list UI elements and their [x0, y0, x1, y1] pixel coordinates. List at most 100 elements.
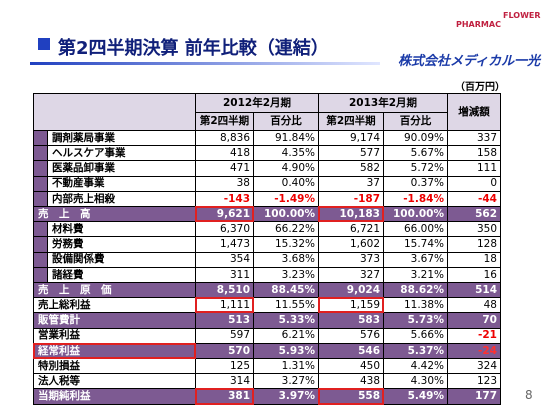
row-label: 不動産事業 [47, 175, 196, 192]
row-label: 売 上 高 [33, 206, 196, 223]
cell: -21 [447, 327, 501, 344]
sub-header: 第2四半期 [318, 112, 384, 131]
sub-header: 百分比 [383, 112, 448, 131]
page-number: 8 [525, 388, 533, 402]
cell: 100.00% [383, 206, 448, 223]
highlight [195, 206, 254, 223]
cell: 314 [195, 373, 254, 390]
cell: 583 [318, 312, 384, 329]
cell: 438 [318, 373, 384, 390]
cell: 9,024 [318, 282, 384, 299]
cell: 88.45% [253, 282, 319, 299]
cell: 3.68% [253, 251, 319, 268]
row-label: 内部売上相殺 [47, 190, 196, 207]
cell: 373 [318, 251, 384, 268]
row-label: 医薬品卸事業 [47, 160, 196, 177]
indent [33, 266, 48, 283]
cell: 570 [195, 342, 254, 359]
cell: 8,510 [195, 282, 254, 299]
cell: 5.93% [253, 342, 319, 359]
cell: 577 [318, 145, 384, 162]
cell: 1,473 [195, 236, 254, 253]
cell: 582 [318, 160, 384, 177]
cell: 91.84% [253, 130, 319, 147]
indent [33, 236, 48, 253]
cell: 3.27% [253, 373, 319, 390]
cell: 70 [447, 312, 501, 329]
row-label: 法人税等 [33, 373, 196, 390]
cell: 88.62% [383, 282, 448, 299]
cell: 1,602 [318, 236, 384, 253]
corner [33, 93, 196, 131]
period-header: 2012年2月期 [195, 93, 319, 113]
cell: 350 [447, 221, 501, 238]
highlight [318, 297, 384, 314]
cell: 37 [318, 175, 384, 192]
cell: 4.35% [253, 145, 319, 162]
cell: 123 [447, 373, 501, 390]
cell: 450 [318, 358, 384, 375]
row-label: 販管費計 [33, 312, 196, 329]
logo-bottom: FLOWER [503, 11, 541, 20]
highlight [195, 388, 254, 405]
cell: -143 [195, 190, 254, 207]
cell: 15.74% [383, 236, 448, 253]
cell: 6.21% [253, 327, 319, 344]
cell: 125 [195, 358, 254, 375]
cell: 90.09% [383, 130, 448, 147]
cell: 1.31% [253, 358, 319, 375]
indent [33, 221, 48, 238]
cell: 5.66% [383, 327, 448, 344]
row-label: 特別損益 [33, 358, 196, 375]
sub-header: 百分比 [253, 112, 319, 131]
cell: 597 [195, 327, 254, 344]
cell: 66.00% [383, 221, 448, 238]
cell: 311 [195, 266, 254, 283]
cell: 16 [447, 266, 501, 283]
cell: 8,836 [195, 130, 254, 147]
cell: 6,721 [318, 221, 384, 238]
cell: 11.55% [253, 297, 319, 314]
row-label: 調剤薬局事業 [47, 130, 196, 147]
highlight [318, 206, 384, 223]
cell: 3.97% [253, 388, 319, 405]
cell: -44 [447, 190, 501, 207]
cell: 66.22% [253, 221, 319, 238]
sub-header: 第2四半期 [195, 112, 254, 131]
cell: 418 [195, 145, 254, 162]
rule [30, 62, 380, 65]
indent [33, 175, 48, 192]
logo-top: PHARMAC [456, 20, 501, 29]
cell: 324 [447, 358, 501, 375]
row-label: 当期純利益 [33, 388, 196, 405]
cell: -187 [318, 190, 384, 207]
cell: 4.42% [383, 358, 448, 375]
cell: 15.32% [253, 236, 319, 253]
row-label: 営業利益 [33, 327, 196, 344]
highlight [318, 388, 384, 405]
cell: -1.49% [253, 190, 319, 207]
cell: 0.37% [383, 175, 448, 192]
indent [33, 130, 48, 147]
cell: -1.84% [383, 190, 448, 207]
cell: 5.37% [383, 342, 448, 359]
cell: 514 [447, 282, 501, 299]
cell: 3.23% [253, 266, 319, 283]
row-label: ヘルスケア事業 [47, 145, 196, 162]
cell: 9,174 [318, 130, 384, 147]
row-label: 労務費 [47, 236, 196, 253]
company: 株式会社メディカル一光 [398, 54, 541, 69]
row-label: 材料費 [47, 221, 196, 238]
cell: 128 [447, 236, 501, 253]
change-header: 増減額 [447, 93, 501, 131]
cell: 0 [447, 175, 501, 192]
cell: 158 [447, 145, 501, 162]
cell: -24 [447, 342, 501, 359]
indent [33, 145, 48, 162]
indent [33, 190, 48, 207]
cell: 5.73% [383, 312, 448, 329]
unit: （百万円） [455, 82, 505, 93]
cell: 5.72% [383, 160, 448, 177]
row-label: 諸経費 [47, 266, 196, 283]
